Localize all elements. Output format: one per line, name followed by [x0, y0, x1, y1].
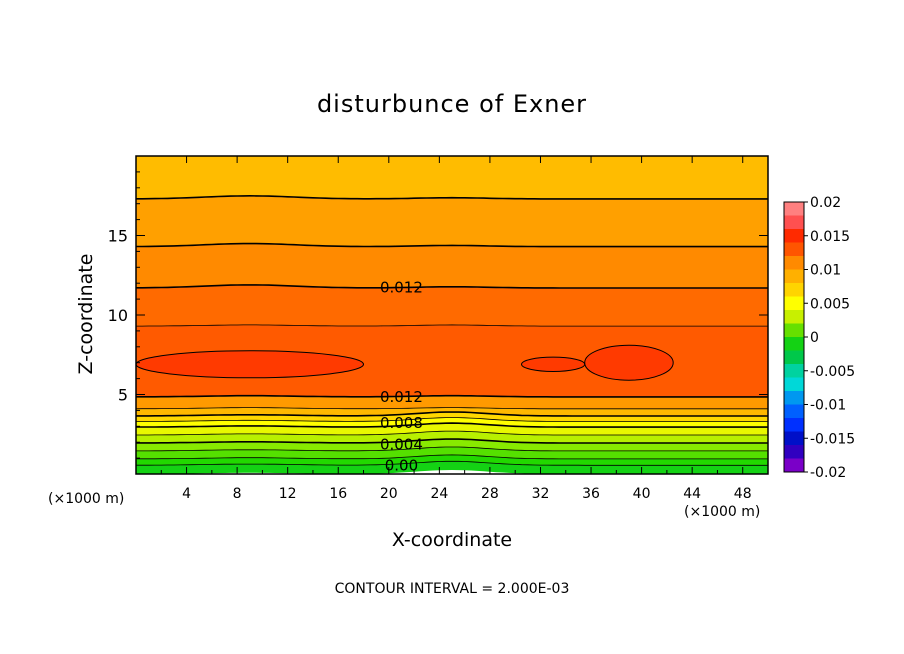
colorbar-tick-label: -0.01 — [810, 398, 846, 414]
contour-line — [136, 284, 768, 289]
x-tick-label: 24 — [430, 486, 448, 502]
colorbar-swatch — [784, 431, 804, 446]
x-tick-label: 36 — [582, 486, 600, 502]
colorbar-swatch — [784, 377, 804, 392]
contour-line — [136, 446, 768, 452]
contour-label: 0.012 — [380, 279, 423, 297]
color-band — [136, 395, 768, 409]
contour-line — [136, 438, 768, 444]
x-ticks: 4 8 12 16 20 24 28 32 36 40 44 48 — [160, 156, 752, 502]
x-tick-label: 16 — [329, 486, 347, 502]
color-band — [136, 284, 768, 327]
y-axis-label: Z-coordinate — [75, 254, 97, 375]
colorbar-tick-label: -0.005 — [810, 364, 855, 380]
colorbar-swatch — [784, 458, 804, 473]
color-band — [136, 461, 768, 474]
colorbar-swatch — [784, 404, 804, 419]
y-tick-label: 5 — [118, 386, 128, 405]
colorbar-swatch — [784, 202, 804, 216]
contour-line — [136, 394, 768, 398]
x-tick-label: 12 — [279, 486, 297, 502]
contour-line — [135, 407, 768, 410]
colorbar-swatch — [784, 391, 804, 405]
y-ticks: 5 10 15 — [108, 171, 768, 459]
max-core-region — [135, 350, 365, 379]
colorbar-swatch — [784, 296, 804, 311]
contour-label: 0.008 — [380, 414, 423, 432]
x-tick-label: 28 — [481, 486, 499, 502]
colorbar-tick-label: -0.015 — [810, 431, 855, 447]
color-band — [136, 423, 768, 435]
color-band — [136, 431, 768, 443]
contour-line — [136, 454, 768, 460]
contour-lines — [135, 194, 768, 466]
colorbar-swatch — [784, 242, 804, 257]
contour-line — [136, 324, 768, 327]
max-core-region — [521, 356, 586, 372]
colorbar-swatch — [784, 256, 804, 270]
y-tick-label: 15 — [108, 227, 128, 246]
colorbar-swatch — [784, 215, 804, 230]
chart-title: disturbunce of Exner — [317, 90, 587, 118]
color-band — [136, 439, 768, 451]
contour-line — [136, 194, 768, 200]
colorbar-swatch — [784, 418, 804, 432]
colorbar-tick-label: 0.015 — [810, 229, 850, 245]
contour-line — [136, 242, 768, 248]
colorbar-swatch — [784, 445, 804, 459]
colorbar-swatch — [784, 283, 804, 297]
contour-label: 0.00 — [385, 456, 418, 474]
colorbar-swatch — [784, 229, 804, 243]
colorbar-tick-label: -0.02 — [810, 465, 846, 481]
max-cores — [135, 344, 674, 381]
colorbar-tick-label: 0.005 — [810, 296, 850, 312]
contour-label: 0.004 — [380, 436, 423, 454]
contour-line — [136, 411, 768, 417]
contour-line — [136, 422, 768, 428]
colorbar-swatch — [784, 323, 804, 338]
y-tick-label: 10 — [108, 306, 128, 325]
contour-interval-note: CONTOUR INTERVAL = 2.000E-03 — [335, 581, 570, 597]
color-band — [136, 156, 768, 199]
colorbar-swatch — [784, 350, 804, 365]
colorbar-tick-label: 0.01 — [810, 263, 841, 279]
x-unit-left: (×1000 m) — [48, 491, 124, 507]
contour-labels: 0.012 0.012 0.008 0.004 0.00 — [380, 279, 423, 475]
contour-line — [136, 417, 768, 422]
contour-line — [136, 430, 768, 436]
contour-line — [136, 460, 768, 466]
colorbar-tick-label: 0 — [810, 330, 819, 346]
x-tick-label: 32 — [532, 486, 550, 502]
x-tick-label: 44 — [683, 486, 701, 502]
color-band — [136, 195, 768, 247]
colorbar-swatch — [784, 310, 804, 324]
x-tick-label: 48 — [734, 486, 752, 502]
x-tick-label: 8 — [233, 486, 242, 502]
color-band — [136, 412, 768, 422]
x-axis-label: X-coordinate — [392, 529, 512, 551]
color-band — [136, 454, 768, 466]
max-core-region — [584, 344, 674, 381]
colorbar: 0.02 0.015 0.01 0.005 0 -0.005 -0.01 -0.015 -0.0… — [783, 195, 855, 481]
x-unit-right: (×1000 m) — [684, 504, 760, 520]
colorbar-tick-label: 0.02 — [810, 195, 841, 211]
x-tick-label: 20 — [380, 486, 398, 502]
color-band — [136, 447, 768, 459]
color-band — [136, 243, 768, 288]
colorbar-swatch — [784, 269, 804, 284]
colorbar-swatch — [784, 337, 804, 351]
colorbar-swatch — [784, 364, 804, 378]
x-tick-label: 4 — [182, 486, 191, 502]
x-tick-label: 40 — [633, 486, 651, 502]
contour-label: 0.012 — [380, 388, 423, 406]
